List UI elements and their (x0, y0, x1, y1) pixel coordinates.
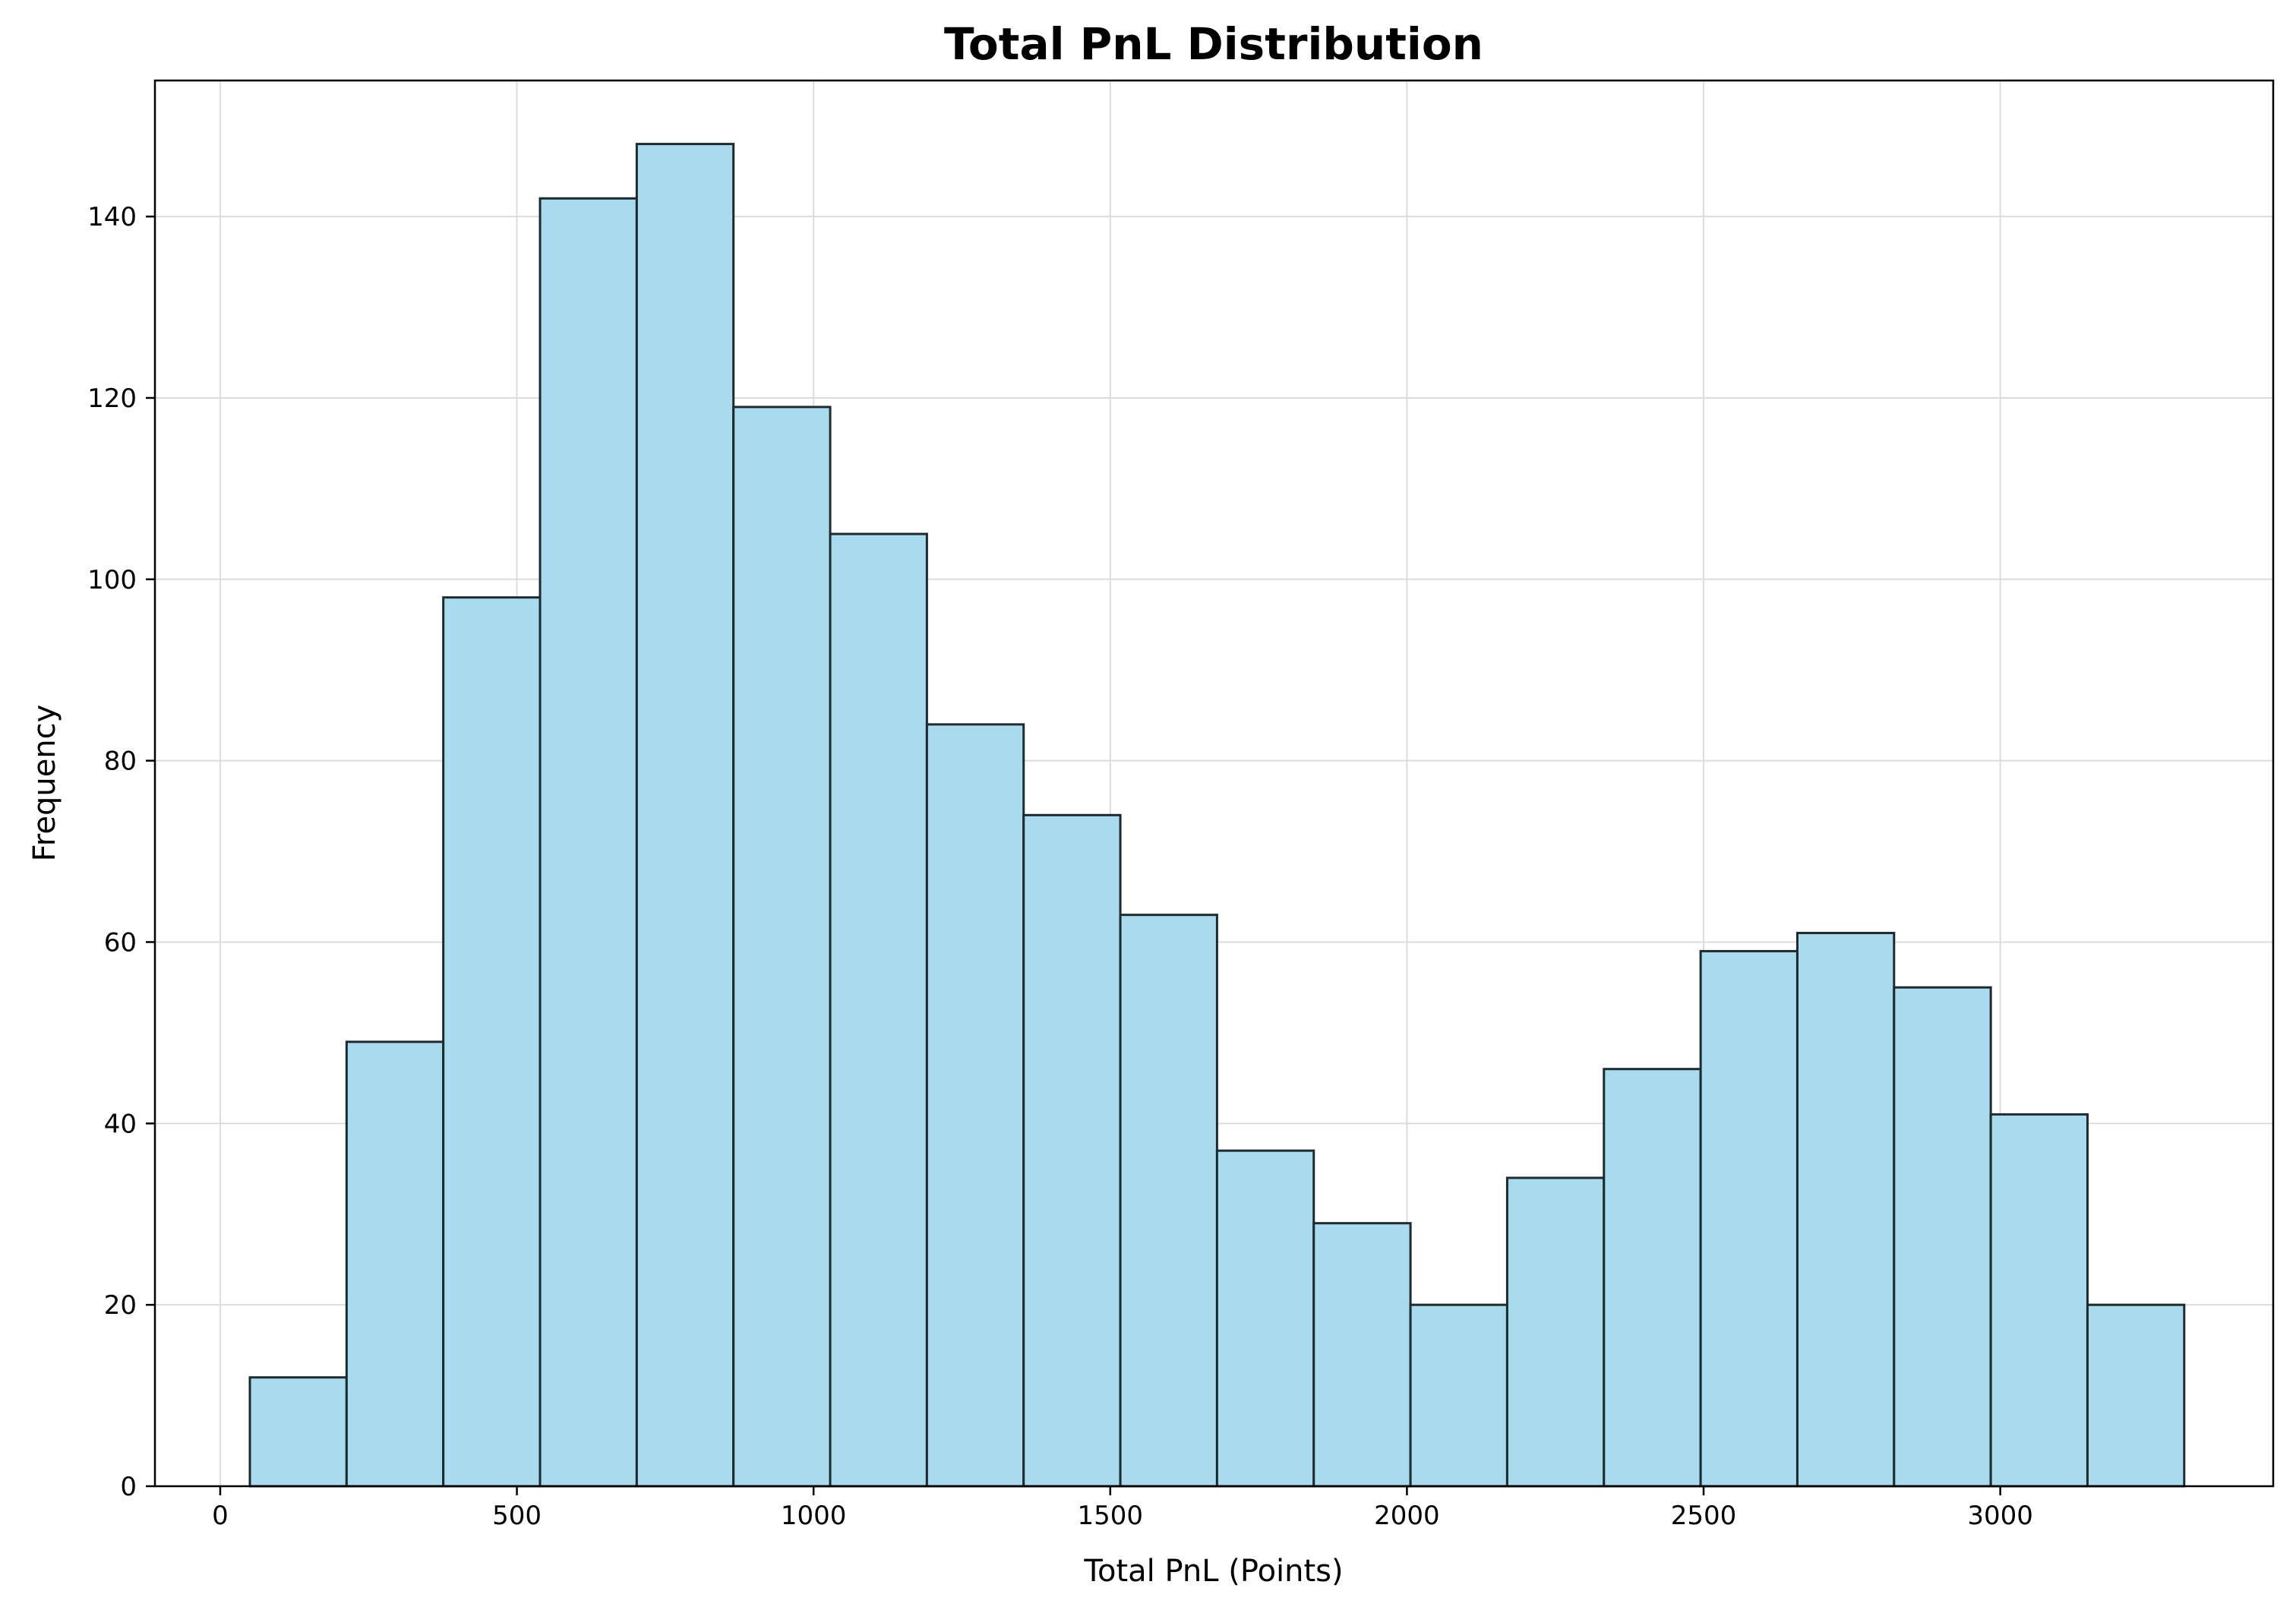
histogram-bar (732, 406, 832, 1488)
x-tick-label: 1000 (781, 1501, 847, 1531)
y-tick-label: 80 (104, 747, 137, 777)
y-tick-label: 120 (87, 384, 137, 414)
histogram-bar (829, 532, 928, 1488)
x-axis-label: Total PnL (Points) (1083, 1554, 1343, 1589)
histogram-bar (1409, 1303, 1508, 1488)
y-axis-ticks: 0 20 40 60 80 100 120 140 (87, 202, 155, 1502)
y-axis-label: Frequency (27, 705, 62, 862)
x-tick-label: 500 (492, 1501, 542, 1531)
histogram-bar (1312, 1222, 1412, 1488)
x-tick-label: 2500 (1671, 1501, 1737, 1531)
y-tick-label: 0 (120, 1472, 137, 1502)
histogram-bar (1893, 986, 1992, 1488)
x-tick-label: 2000 (1374, 1501, 1440, 1531)
bars (248, 143, 2186, 1488)
histogram-bar (1989, 1113, 2089, 1488)
x-tick-label: 0 (212, 1501, 229, 1531)
y-tick-label: 20 (104, 1290, 137, 1321)
histogram-bar (442, 596, 542, 1488)
histogram-bar (925, 723, 1025, 1488)
histogram-bar (2086, 1303, 2186, 1488)
chart-title: Total PnL Distribution (944, 18, 1483, 70)
x-tick-label: 1500 (1078, 1501, 1144, 1531)
y-tick-label: 40 (104, 1109, 137, 1139)
y-tick-label: 140 (87, 202, 137, 232)
histogram-bar (1505, 1176, 1606, 1488)
histogram-bar (1119, 914, 1218, 1488)
histogram-bar (1215, 1149, 1315, 1488)
histogram-bar (345, 1040, 445, 1488)
histogram-bar (635, 143, 735, 1488)
y-tick-label: 100 (87, 565, 137, 595)
plot-frame (153, 79, 2275, 1488)
histogram-bar (1022, 813, 1122, 1488)
histogram-bar (248, 1376, 348, 1488)
histogram-bar (1795, 932, 1896, 1488)
x-tick-label: 3000 (1967, 1501, 2033, 1531)
histogram-bar (1699, 949, 1799, 1488)
y-tick-label: 60 (104, 927, 137, 958)
histogram-bar (1603, 1068, 1702, 1488)
histogram-bar (538, 197, 638, 1488)
x-axis-ticks: 0 500 1000 1500 2000 2500 3000 (212, 1486, 2033, 1531)
